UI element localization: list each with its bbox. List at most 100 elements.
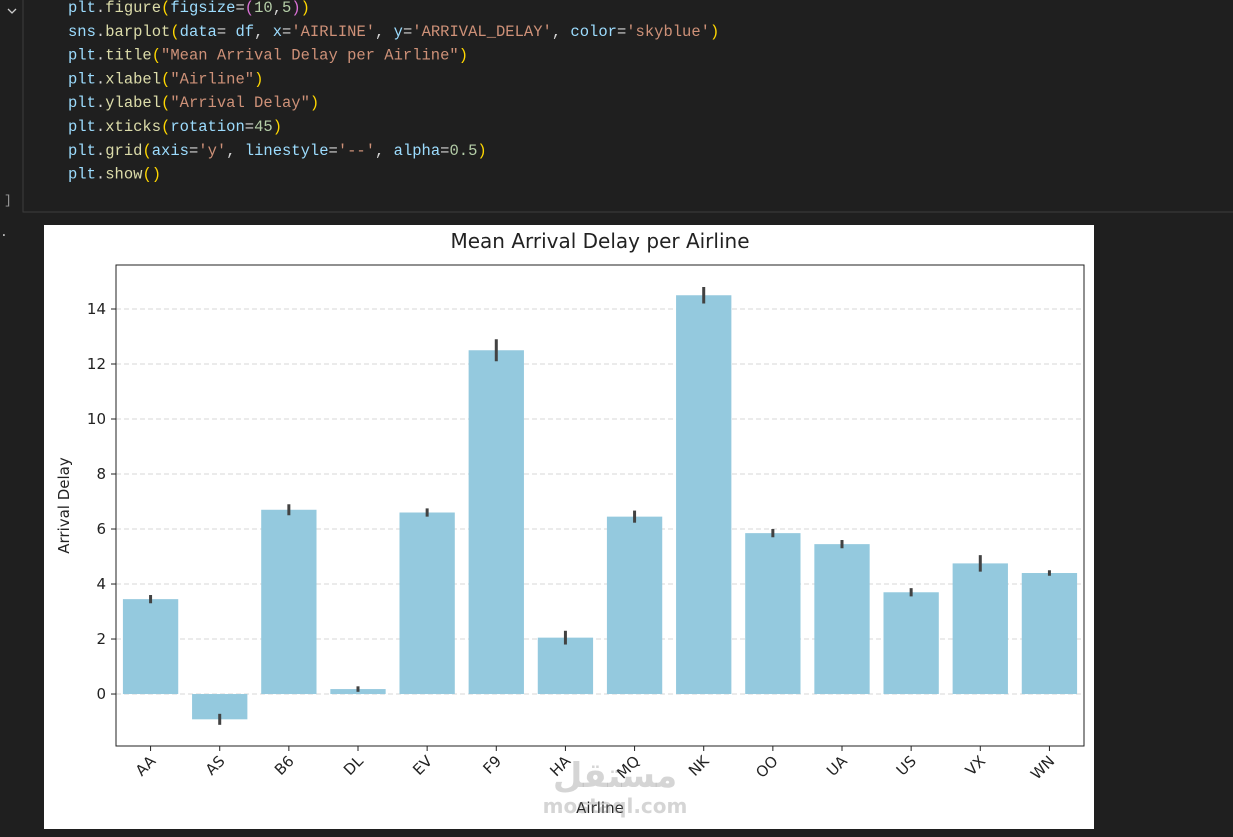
code-token: 'AIRLINE' (291, 23, 375, 41)
code-token: = (282, 23, 291, 41)
code-token: = (403, 23, 412, 41)
code-token: plt (68, 94, 96, 112)
code-token: "Arrival Delay" (170, 94, 310, 112)
code-token: ) (477, 142, 486, 160)
code-token: plt (68, 166, 96, 184)
code-token: "Mean Arrival Delay per Airline" (161, 47, 459, 65)
code-token: ( (161, 94, 170, 112)
y-tick-label: 2 (96, 630, 106, 648)
code-token: ) (273, 118, 282, 136)
code-token: axis (152, 142, 189, 160)
code-token: , (273, 0, 282, 17)
bar (883, 592, 939, 695)
code-token: plt (68, 47, 96, 65)
bar (952, 563, 1008, 695)
bar (814, 544, 870, 695)
code-token: ( (170, 23, 179, 41)
code-line: plt.xticks(rotation=45) (68, 118, 282, 136)
code-token: 10 (254, 0, 273, 17)
code-token: () (142, 166, 161, 184)
bar (122, 599, 179, 695)
y-tick-label: 0 (96, 685, 106, 703)
bar (399, 512, 455, 695)
code-token: 45 (254, 118, 273, 136)
code-token: barplot (105, 23, 170, 41)
code-token: ( (161, 70, 170, 88)
code-line: plt.figure(figsize=(10,5)) (68, 0, 310, 17)
y-tick-label: 10 (87, 410, 106, 428)
code-token: plt (68, 70, 96, 88)
code-line: plt.title("Mean Arrival Delay per Airlin… (68, 47, 468, 65)
code-token: "Airline" (170, 70, 254, 88)
code-block: plt.figure(figsize=(10,5))sns.barplot(da… (68, 0, 719, 184)
code-token: = (245, 118, 254, 136)
code-token: . (96, 0, 105, 17)
code-token: . (96, 23, 105, 41)
code-token: . (96, 70, 105, 88)
code-line: plt.show() (68, 166, 161, 184)
code-token: plt (68, 118, 96, 136)
cell-prompt: ] (4, 193, 12, 208)
code-token: ( (152, 47, 161, 65)
code-token: = (217, 23, 236, 41)
bar (606, 516, 663, 695)
bar (676, 295, 732, 695)
y-tick-label: 12 (87, 355, 106, 373)
watermark: mostaql.com (543, 794, 688, 818)
bar (537, 637, 594, 695)
code-token: xlabel (105, 70, 161, 88)
code-token: grid (105, 142, 142, 160)
code-token: = (235, 0, 244, 17)
bar (745, 533, 801, 695)
output-prompt: . (0, 225, 8, 240)
watermark: مستقل (553, 756, 677, 796)
code-token: , (254, 23, 273, 41)
code-token: ylabel (105, 94, 161, 112)
code-token: 'ARRIVAL_DELAY' (412, 23, 552, 41)
code-token: ( (142, 142, 151, 160)
code-token: ) (710, 23, 719, 41)
code-token: 'skyblue' (626, 23, 710, 41)
code-token: ) (310, 94, 319, 112)
code-token: 'y' (198, 142, 226, 160)
code-token: linestyle (245, 142, 329, 160)
chart-title: Mean Arrival Delay per Airline (450, 229, 749, 253)
code-token: df (235, 23, 254, 41)
code-token: = (617, 23, 626, 41)
code-token: plt (68, 142, 96, 160)
y-tick-label: 6 (96, 520, 106, 538)
code-token: x (273, 23, 282, 41)
collapse-chevron[interactable] (7, 8, 17, 14)
code-token: , (552, 23, 571, 41)
code-token: . (96, 166, 105, 184)
code-token: alpha (394, 142, 441, 160)
code-token: . (96, 118, 105, 136)
code-token: ( (245, 0, 254, 17)
code-line: plt.grid(axis='y', linestyle='--', alpha… (68, 142, 487, 160)
code-token: 5 (282, 0, 291, 17)
code-token: ) (291, 0, 300, 17)
code-token: = (189, 142, 198, 160)
code-line: sns.barplot(data= df, x='AIRLINE', y='AR… (68, 23, 719, 41)
y-tick-label: 8 (96, 465, 106, 483)
code-token: rotation (170, 118, 244, 136)
bar (468, 350, 524, 695)
code-token: . (96, 94, 105, 112)
y-axis-label: Arrival Delay (55, 457, 73, 554)
bar (1021, 573, 1078, 695)
code-token: color (570, 23, 617, 41)
code-token: ( (161, 118, 170, 136)
output-figure (44, 225, 1094, 829)
code-token: figsize (170, 0, 235, 17)
code-token: sns (68, 23, 96, 41)
x-axis-label: Airline (576, 799, 624, 817)
code-token: . (96, 142, 105, 160)
code-line: plt.xlabel("Airline") (68, 70, 263, 88)
code-token: show (105, 166, 143, 184)
code-token: y (394, 23, 403, 41)
code-token: , (375, 142, 394, 160)
y-tick-label: 14 (87, 300, 106, 318)
code-token: = (440, 142, 449, 160)
